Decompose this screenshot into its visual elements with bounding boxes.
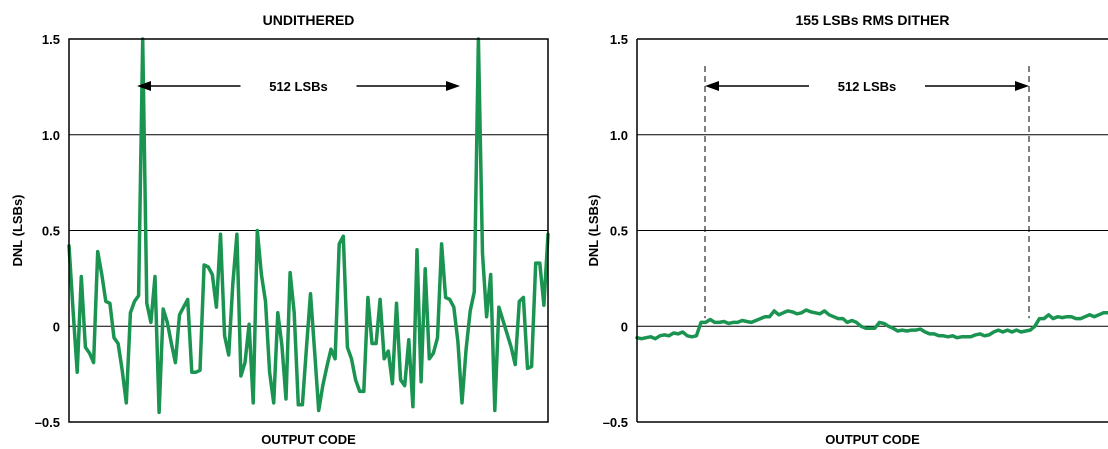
y-axis-label: DNL (LSBs) — [10, 195, 25, 267]
y-tick-label: –0.5 — [603, 415, 628, 430]
undithered-chart: UNDITHERED 1.5 1.0 0.5 0 –0.5 512 LSBs OUTPUT C… — [10, 12, 550, 447]
y-tick-label: 1.0 — [610, 128, 628, 143]
x-axis-label: OUTPUT CODE — [825, 432, 920, 447]
x-axis-label: OUTPUT CODE — [261, 432, 356, 447]
plot-frame — [68, 38, 549, 423]
chart-title: 155 LSBs RMS DITHER — [795, 12, 949, 28]
arrowhead-right — [446, 81, 460, 91]
y-tick-label: 0 — [53, 319, 60, 334]
arrowhead-left — [705, 81, 719, 91]
y-tick-label: 1.0 — [42, 128, 60, 143]
span-annotation-label: 512 LSBs — [269, 79, 328, 94]
y-tick-label: –0.5 — [35, 415, 60, 430]
dnl-series-line — [67, 37, 550, 415]
chart-title: UNDITHERED — [263, 12, 355, 28]
y-tick-label: 0.5 — [42, 224, 60, 239]
dnl-series-line — [635, 308, 1108, 341]
y-axis-label: DNL (LSBs) — [586, 195, 601, 267]
span-annotation-label: 512 LSBs — [838, 79, 897, 94]
arrowhead-left — [137, 81, 151, 91]
y-tick-label: 1.5 — [610, 32, 628, 47]
arrowhead-right — [1015, 81, 1029, 91]
y-tick-label: 0.5 — [610, 224, 628, 239]
y-tick-label: 0 — [621, 319, 628, 334]
y-tick-label: 1.5 — [42, 32, 60, 47]
dithered-chart: 155 LSBs RMS DITHER 1.5 1.0 0.5 0 –0.5 512 LSB… — [586, 12, 1108, 447]
